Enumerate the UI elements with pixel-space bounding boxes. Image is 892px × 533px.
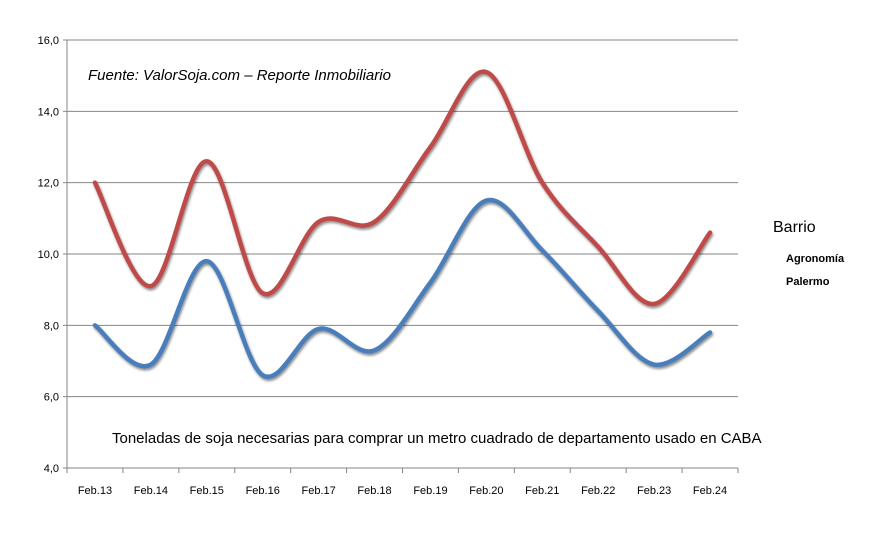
- x-tick-label: Feb.16: [246, 485, 280, 497]
- y-tick-label: 10,0: [38, 249, 59, 261]
- y-tick-label: 14,0: [38, 106, 59, 118]
- x-tick-label: Feb.24: [693, 485, 727, 497]
- annotation: Toneladas de soja necesarias para compra…: [112, 430, 762, 447]
- x-tick-label: Feb.18: [357, 485, 391, 497]
- source-note: Fuente: ValorSoja.com – Reporte Inmobili…: [88, 67, 391, 84]
- x-tick-label: Feb.22: [581, 485, 615, 497]
- y-tick-label: 12,0: [38, 178, 59, 190]
- x-tick-label: Feb.14: [134, 485, 168, 497]
- x-tick-label: Feb.13: [78, 485, 112, 497]
- x-tick-label: Feb.20: [469, 485, 503, 497]
- y-tick-label: 4,0: [44, 463, 59, 475]
- x-tick-label: Feb.19: [413, 485, 447, 497]
- legend-label-palermo: Palermo: [786, 276, 830, 288]
- x-tick-label: Feb.21: [525, 485, 559, 497]
- y-tick-label: 16,0: [38, 35, 59, 47]
- legend-title: Barrio: [773, 219, 816, 236]
- x-tick-label: Feb.15: [190, 485, 224, 497]
- legend: Barrio Agronomía Palermo: [756, 219, 845, 288]
- y-tick-label: 8,0: [44, 320, 59, 332]
- series-line-palermo: [95, 72, 710, 304]
- x-tick-label: Feb.17: [302, 485, 336, 497]
- y-tick-label: 6,0: [44, 392, 59, 404]
- series-line-agronomia: [95, 200, 710, 377]
- legend-label-agronomia: Agronomía: [786, 253, 845, 265]
- x-tick-label: Feb.23: [637, 485, 671, 497]
